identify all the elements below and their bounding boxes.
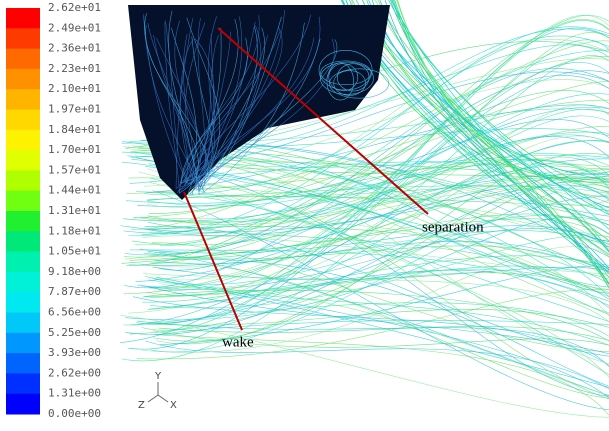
colorbar-label: 6.56e+00 [48,306,101,319]
triad-label: X [170,400,177,411]
color-swatch [6,252,40,273]
color-swatch [6,8,40,29]
color-swatch [6,89,40,110]
color-swatch [6,49,40,70]
colorbar-label: 3.93e+00 [48,346,101,359]
colorbar-label: 1.97e+01 [48,103,101,116]
colorbar: 2.62e+01 2.49e+01 2.36e+01 2.23e+01 2.10e+01… [6,1,101,420]
colorbar-label: 2.49e+01 [48,21,101,34]
streamline [145,276,609,345]
colorbar-label: 1.05e+01 [48,245,101,258]
colorbar-label: 5.25e+00 [48,326,101,339]
color-swatch [6,150,40,171]
colorbar-label: 2.62e+00 [48,366,101,379]
wake-pointer [184,192,242,330]
color-swatch [6,211,40,232]
colorbar-label: 2.10e+01 [48,82,101,95]
triad-axis [148,395,158,402]
colorbar-label: 9.18e+00 [48,265,101,278]
streamline [391,0,609,229]
streamline [137,321,609,366]
color-swatch [6,394,40,415]
colorbar-label: 1.31e+00 [48,387,101,400]
streamline [148,251,609,396]
streamline [145,341,609,389]
colorbar-label: 1.18e+01 [48,224,101,237]
triad-label: Y [154,371,162,382]
colorbar-label: 1.84e+01 [48,123,101,136]
colorbar-label: 0.00e+00 [48,407,101,420]
color-swatch [6,373,40,394]
color-swatch [6,292,40,313]
color-swatch [6,130,40,151]
color-swatch [6,353,40,374]
axis-triad: Y Z X [138,371,177,411]
colorbar-label: 1.31e+01 [48,204,101,217]
color-swatch [6,191,40,212]
colorbar-label: 2.36e+01 [48,42,101,55]
color-swatch [6,28,40,49]
streamline [397,0,609,254]
color-swatch [6,231,40,252]
color-swatch [6,110,40,131]
color-swatch [6,272,40,293]
colorbar-label: 7.87e+00 [48,285,101,298]
annotation: separation [422,219,484,235]
colorbar-label: 1.57e+01 [48,163,101,176]
color-swatch [6,333,40,354]
colorbar-label: 2.23e+01 [48,62,101,75]
colorbar-label: 1.70e+01 [48,143,101,156]
color-swatch [6,170,40,191]
color-swatch [6,69,40,90]
figure: 2.62e+01 2.49e+01 2.36e+01 2.23e+01 2.10e+01… [0,0,609,431]
triad-axis [158,395,168,402]
colorbar-label: 2.62e+01 [48,1,101,14]
annotation: wake [222,334,254,350]
color-swatch [6,313,40,334]
colorbar-label: 1.44e+01 [48,184,101,197]
streamline [141,228,609,289]
triad-label: Z [138,400,145,411]
